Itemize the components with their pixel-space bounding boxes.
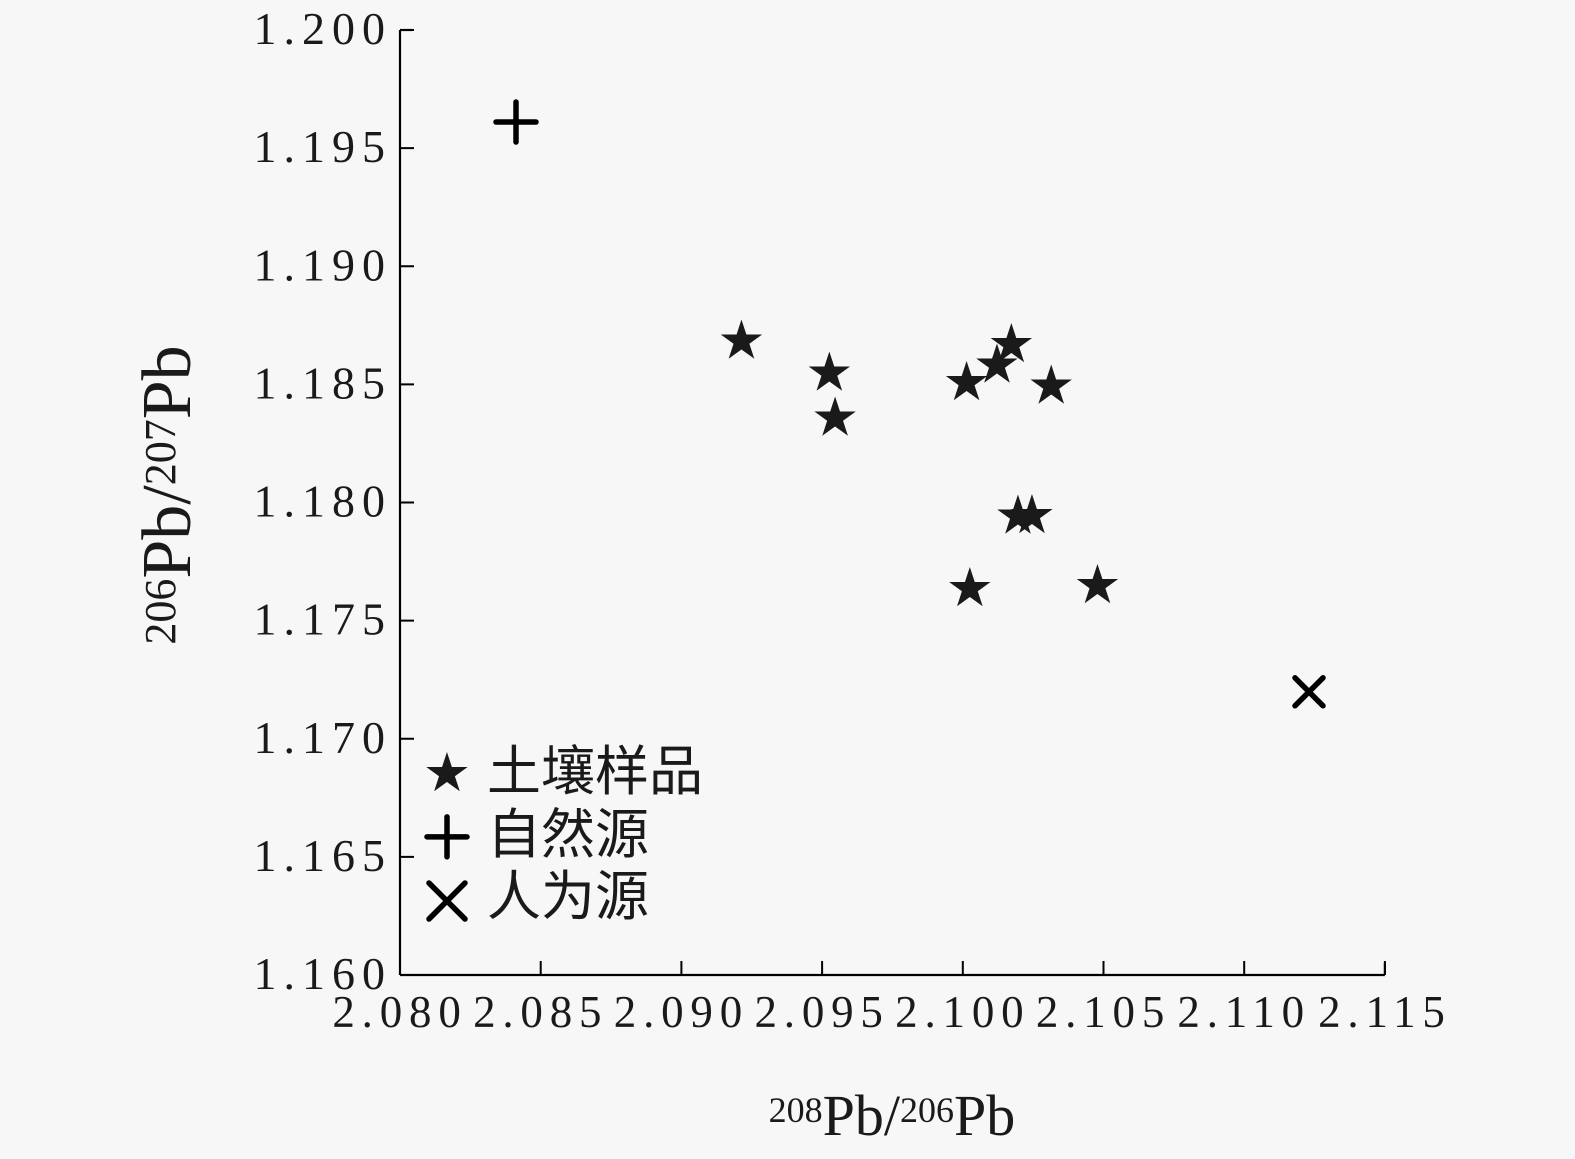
svg-text:2.100: 2.100	[895, 987, 1030, 1037]
svg-text:1.170: 1.170	[254, 712, 393, 763]
svg-text:1.185: 1.185	[254, 357, 393, 408]
svg-text:★: ★	[1073, 555, 1121, 615]
svg-text:2.115: 2.115	[1318, 987, 1452, 1037]
svg-text:★: ★	[1008, 485, 1056, 545]
svg-text:2.105: 2.105	[1036, 987, 1171, 1037]
svg-text:1.190: 1.190	[254, 239, 393, 290]
svg-text:2.085: 2.085	[473, 987, 608, 1037]
svg-text:206Pb/207Pb: 206Pb/207Pb	[129, 345, 206, 644]
svg-text:★: ★	[946, 558, 994, 618]
svg-text:2.095: 2.095	[754, 987, 889, 1037]
svg-text:1.165: 1.165	[254, 830, 393, 881]
svg-text:1.160: 1.160	[254, 948, 393, 999]
svg-text:★: ★	[811, 387, 859, 447]
svg-text:1.180: 1.180	[254, 476, 393, 527]
svg-text:2.110: 2.110	[1177, 987, 1311, 1037]
svg-text:土壤样品: 土壤样品	[487, 742, 703, 802]
svg-text:1.175: 1.175	[254, 594, 393, 645]
svg-text:★: ★	[717, 311, 765, 371]
svg-text:★: ★	[1027, 355, 1075, 415]
svg-text:1.200: 1.200	[254, 3, 393, 54]
svg-text:人为源: 人为源	[487, 867, 649, 927]
svg-text:2.090: 2.090	[614, 987, 749, 1037]
svg-text:自然源: 自然源	[487, 805, 649, 865]
svg-text:★: ★	[423, 743, 471, 803]
svg-text:208Pb/206Pb: 208Pb/206Pb	[769, 1083, 1016, 1148]
svg-text:1.195: 1.195	[254, 121, 393, 172]
